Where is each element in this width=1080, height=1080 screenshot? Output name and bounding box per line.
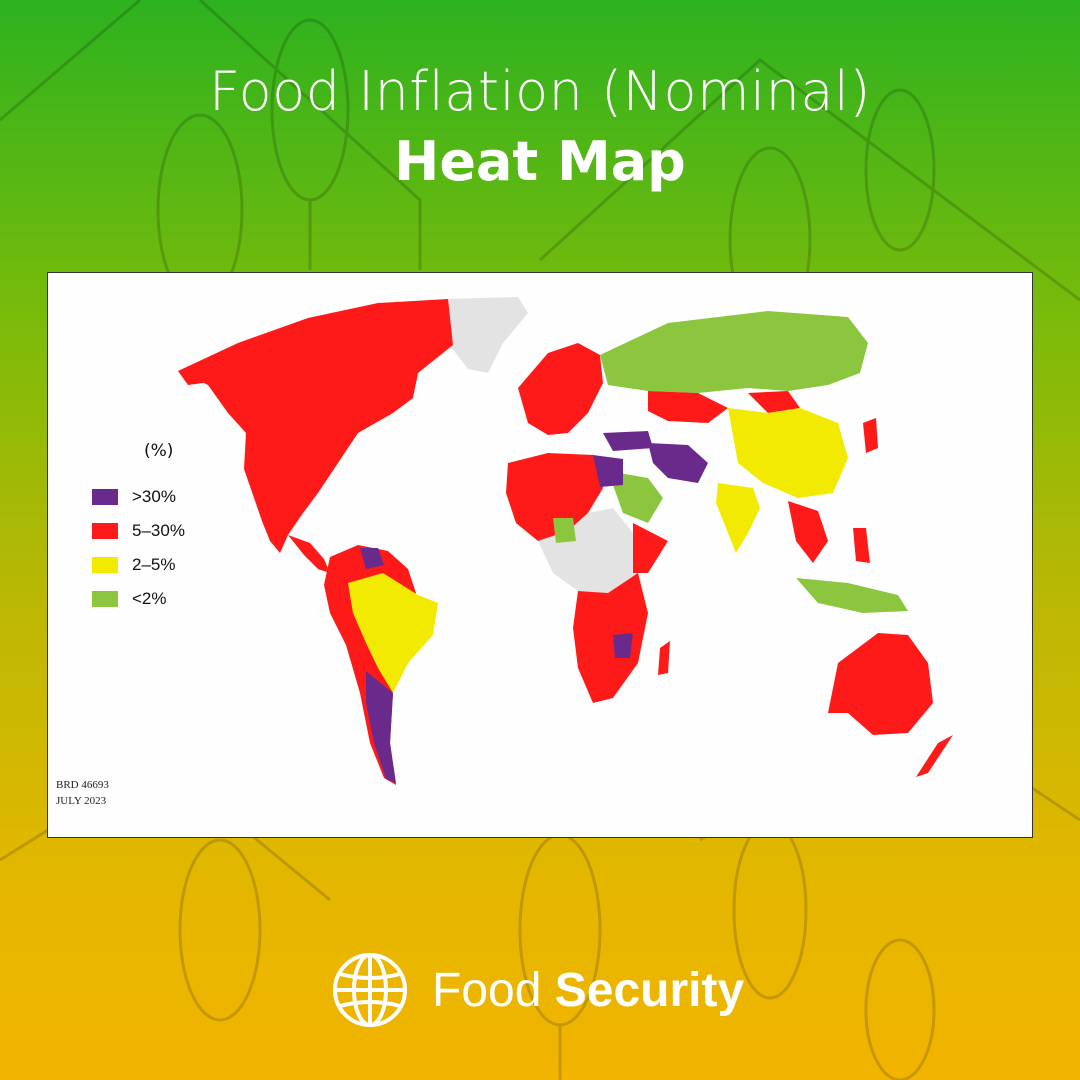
world-map: [178, 297, 953, 785]
region-china: [728, 408, 848, 498]
region-mongolia: [748, 391, 800, 413]
page-title: Food Inflation (Nominal): [208, 60, 871, 123]
legend-item-under-2: <2%: [92, 589, 167, 609]
region-russia: [600, 311, 868, 393]
region-north-america: [178, 299, 453, 553]
region-turkey: [603, 431, 653, 451]
brand-name: Food Security: [432, 963, 744, 1018]
region-venezuela: [360, 548, 384, 569]
legend-label: 2–5%: [132, 555, 176, 574]
region-east-africa: [633, 523, 668, 573]
region-southeast-asia: [788, 501, 828, 563]
map-code: BRD 46693: [56, 779, 109, 791]
world-map-panel: (%) >30% 5–30% 2–5% <2% BRD 46693 JULY 2…: [47, 272, 1033, 838]
region-philippines: [853, 528, 870, 563]
region-madagascar: [658, 641, 670, 675]
legend-item-over-30: >30%: [92, 487, 176, 507]
region-alaska: [178, 353, 248, 385]
region-greenland: [443, 297, 528, 373]
legend-label: <2%: [132, 589, 167, 608]
region-central-america: [288, 535, 330, 573]
legend-label: 5–30%: [132, 521, 185, 540]
region-central-asia: [648, 391, 728, 423]
region-new-zealand: [916, 735, 953, 777]
legend-item-5-30: 5–30%: [92, 521, 185, 541]
region-brazil: [348, 573, 438, 693]
legend-item-2-5: 2–5%: [92, 555, 175, 575]
region-africa-central: [538, 508, 638, 593]
region-iran: [648, 443, 708, 483]
legend-swatch: [92, 591, 118, 607]
legend-label: >30%: [132, 487, 176, 506]
region-southern-africa: [573, 573, 648, 703]
region-europe: [518, 343, 603, 435]
region-indonesia: [796, 578, 908, 613]
legend-swatch: [92, 489, 118, 505]
legend-swatch: [92, 557, 118, 573]
region-egypt: [593, 455, 623, 487]
region-africa-nw: [506, 453, 603, 541]
region-india: [716, 483, 760, 553]
brand-name-bold: Security: [554, 963, 745, 1017]
region-japan: [863, 418, 878, 453]
region-argentina: [366, 671, 396, 783]
region-australia: [828, 633, 933, 735]
region-nigeria: [553, 518, 576, 543]
legend-title: (%): [144, 441, 174, 461]
brand-footer: Food Security: [330, 950, 744, 1030]
map-date: JULY 2023: [56, 795, 107, 807]
brand-name-light: Food: [432, 963, 542, 1017]
legend-swatch: [92, 523, 118, 539]
region-zimbabwe: [613, 633, 633, 658]
globe-icon: [333, 953, 407, 1027]
page-subtitle: Heat Map: [394, 130, 686, 193]
